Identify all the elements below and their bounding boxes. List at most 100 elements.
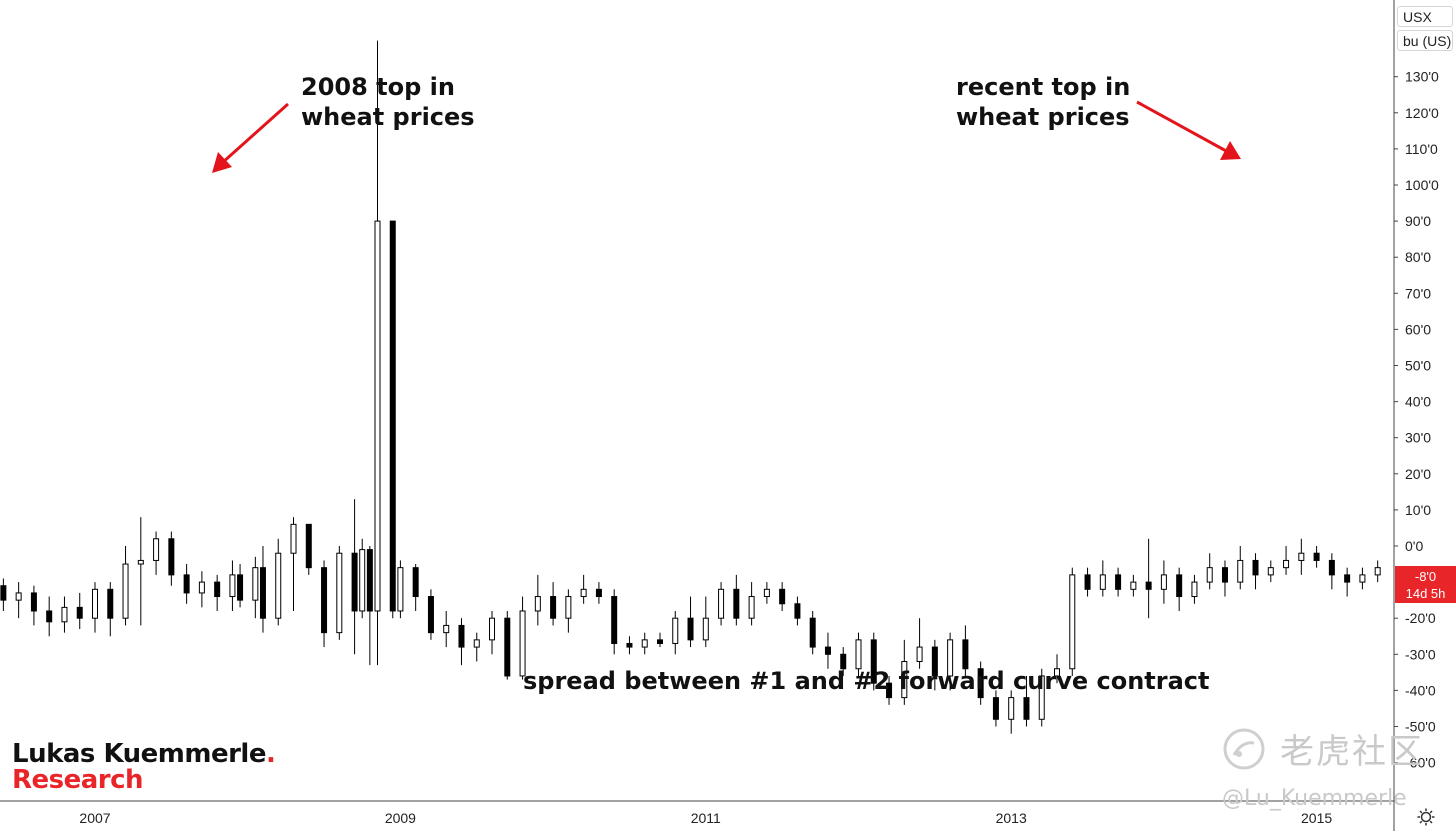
annotation-line: recent top in xyxy=(956,73,1131,101)
candle xyxy=(351,499,358,655)
x-tick-label: 2013 xyxy=(996,810,1027,826)
candle xyxy=(443,610,450,648)
annotation-spread: spread between #1 and #2 forward curve c… xyxy=(523,666,1209,696)
candle-body-down xyxy=(611,596,618,644)
candle-body-down xyxy=(412,567,419,598)
candle-body-up xyxy=(473,639,480,648)
annotation-line: spread between #1 and #2 forward curve c… xyxy=(523,667,1210,695)
candle-body-up xyxy=(702,617,709,641)
candle-body-down xyxy=(0,585,7,601)
unit-measure-selector[interactable]: bu (US) xyxy=(1397,30,1453,51)
candle-body-down xyxy=(595,588,602,598)
candle xyxy=(0,578,7,611)
candle-body-down xyxy=(840,653,847,670)
candle xyxy=(305,523,312,575)
candle-body-down xyxy=(992,697,999,720)
candle xyxy=(519,596,526,680)
candle xyxy=(534,574,541,626)
settings-gear-icon[interactable] xyxy=(1416,807,1436,827)
y-tick-label: 110'0 xyxy=(1405,141,1438,157)
y-tick-label: -60'0 xyxy=(1405,755,1436,771)
candle xyxy=(229,560,236,611)
candle-body-down xyxy=(962,639,969,670)
candle xyxy=(1115,567,1122,597)
candle xyxy=(641,632,648,655)
candle-body-up xyxy=(641,639,648,648)
candle xyxy=(389,220,396,619)
y-tick-label: 130'0 xyxy=(1405,69,1439,85)
x-tick-label: 2009 xyxy=(385,810,416,826)
candle xyxy=(183,564,190,604)
candle-body-down xyxy=(626,642,633,648)
bar-countdown: 14d 5h xyxy=(1405,586,1446,601)
candle-body-down xyxy=(733,588,740,619)
candle xyxy=(794,596,801,626)
candle-body-down xyxy=(30,592,37,612)
brand-name: Lukas Kuemmerle. xyxy=(12,740,276,768)
candle-body-up xyxy=(252,567,259,601)
y-tick-label: 30'0 xyxy=(1405,430,1431,446)
candle xyxy=(252,556,259,619)
candle xyxy=(1038,668,1045,727)
candle-body-up xyxy=(1374,567,1381,576)
candle xyxy=(870,632,877,691)
candle-body-up xyxy=(534,596,541,612)
candle-body-down xyxy=(183,574,190,594)
current-price-label: -8'0 14d 5h xyxy=(1395,566,1456,603)
candle xyxy=(748,582,755,626)
candle xyxy=(718,582,725,626)
candle-body-up xyxy=(1160,574,1167,590)
y-axis-ticks[interactable]: 130'0 120'0 110'0 100'0 90'0 80'0 70'0 60'0 50'0… xyxy=(1394,69,1439,771)
unit-currency-selector[interactable]: USX xyxy=(1397,6,1453,27)
candle-body-up xyxy=(122,563,129,619)
candle-body-down xyxy=(1313,552,1320,561)
y-tick-label: 120'0 xyxy=(1405,105,1439,121)
candles-group xyxy=(0,40,1381,734)
candle-body-up xyxy=(1008,697,1015,720)
candle xyxy=(702,596,709,648)
y-tick-label: 60'0 xyxy=(1405,321,1431,337)
candle-body-down xyxy=(1252,559,1259,576)
candle-body-up xyxy=(359,549,366,612)
candle xyxy=(473,632,480,662)
annotation-recent-top: recent top in wheat prices xyxy=(956,72,1130,132)
candle xyxy=(1252,553,1259,590)
candle-body-up xyxy=(1099,574,1106,590)
candle xyxy=(427,589,434,640)
candle xyxy=(458,618,465,666)
candle xyxy=(962,625,969,676)
candle-body-up xyxy=(1237,559,1244,583)
candle-body-up xyxy=(15,592,22,601)
candle-body-down xyxy=(305,523,312,569)
x-axis-ticks[interactable]: 200720092011201320152017201920212023 xyxy=(79,810,1456,826)
candle-body-up xyxy=(1283,559,1290,569)
candle xyxy=(30,585,37,626)
candle xyxy=(46,596,53,637)
candle-body-down xyxy=(46,610,53,623)
candle-body-down xyxy=(1145,581,1152,590)
candle xyxy=(1374,560,1381,583)
annotation-line: 2008 top in xyxy=(301,73,455,101)
candle xyxy=(168,531,175,586)
candle xyxy=(947,632,954,691)
candle xyxy=(1359,567,1366,590)
candle-body-down xyxy=(427,596,434,634)
y-tick-label: -40'0 xyxy=(1405,682,1436,698)
candle-body-up xyxy=(1298,552,1305,561)
annotation-line: wheat prices xyxy=(956,103,1130,131)
candle xyxy=(550,582,557,626)
candle-body-down xyxy=(76,606,83,619)
candle xyxy=(733,574,740,626)
y-tick-label: 70'0 xyxy=(1405,285,1431,301)
watermark-logo: 老虎社区 xyxy=(1222,724,1424,773)
candle xyxy=(1084,567,1091,597)
candle-body-down xyxy=(886,682,893,699)
candle-body-down xyxy=(1344,574,1351,583)
y-tick-label: 0'0 xyxy=(1405,538,1423,554)
candle-body-up xyxy=(1069,574,1076,670)
candle-body-down xyxy=(458,624,465,648)
candle xyxy=(1313,546,1320,568)
candle xyxy=(809,610,816,655)
candle xyxy=(656,632,663,648)
